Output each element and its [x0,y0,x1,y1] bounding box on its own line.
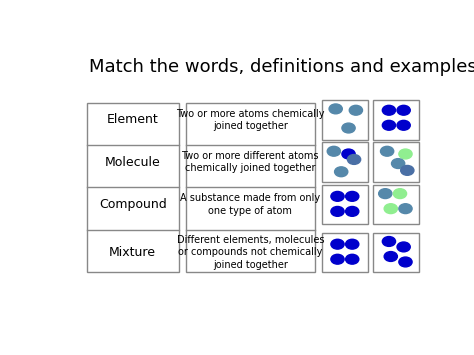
Circle shape [342,149,355,159]
Circle shape [346,191,359,201]
Circle shape [331,191,344,201]
Circle shape [335,167,348,177]
Circle shape [347,154,361,164]
Bar [322,185,368,224]
Text: A substance made from only
one type of atom: A substance made from only one type of a… [180,193,320,216]
Circle shape [397,242,410,252]
Bar [322,142,368,182]
Circle shape [384,252,397,261]
Circle shape [381,146,394,156]
Circle shape [392,159,405,169]
Circle shape [342,123,355,133]
Circle shape [383,105,396,115]
Text: Compound: Compound [99,198,166,211]
Bar [374,100,419,140]
Text: Different elements, molecules
or compounds not chemically
joined together: Different elements, molecules or compoun… [176,235,324,270]
Circle shape [346,254,359,264]
Circle shape [331,207,344,216]
Circle shape [401,165,414,175]
Circle shape [331,254,344,264]
Circle shape [393,189,407,198]
Text: Two or more different atoms
chemically joined together: Two or more different atoms chemically j… [182,151,319,173]
Bar [374,142,419,182]
Circle shape [331,239,344,249]
Bar [322,233,368,272]
Text: Two or more atoms chemically
joined together: Two or more atoms chemically joined toge… [176,109,325,131]
Circle shape [399,257,412,267]
Circle shape [397,120,410,130]
Circle shape [379,189,392,198]
Text: Mixture: Mixture [109,246,156,259]
Circle shape [346,207,359,216]
Circle shape [327,146,340,156]
Text: Molecule: Molecule [105,156,161,169]
Circle shape [329,104,342,114]
Text: Match the words, definitions and examples: Match the words, definitions and example… [89,58,474,76]
Circle shape [399,149,412,159]
Bar [374,185,419,224]
Circle shape [397,105,410,115]
Circle shape [349,105,363,115]
Bar [87,103,179,272]
Text: Element: Element [107,113,159,126]
Circle shape [346,239,359,249]
Circle shape [399,204,412,214]
Circle shape [384,204,397,214]
Bar [186,103,315,272]
Bar [322,100,368,140]
Circle shape [383,236,396,246]
Circle shape [383,120,396,130]
Bar [374,233,419,272]
